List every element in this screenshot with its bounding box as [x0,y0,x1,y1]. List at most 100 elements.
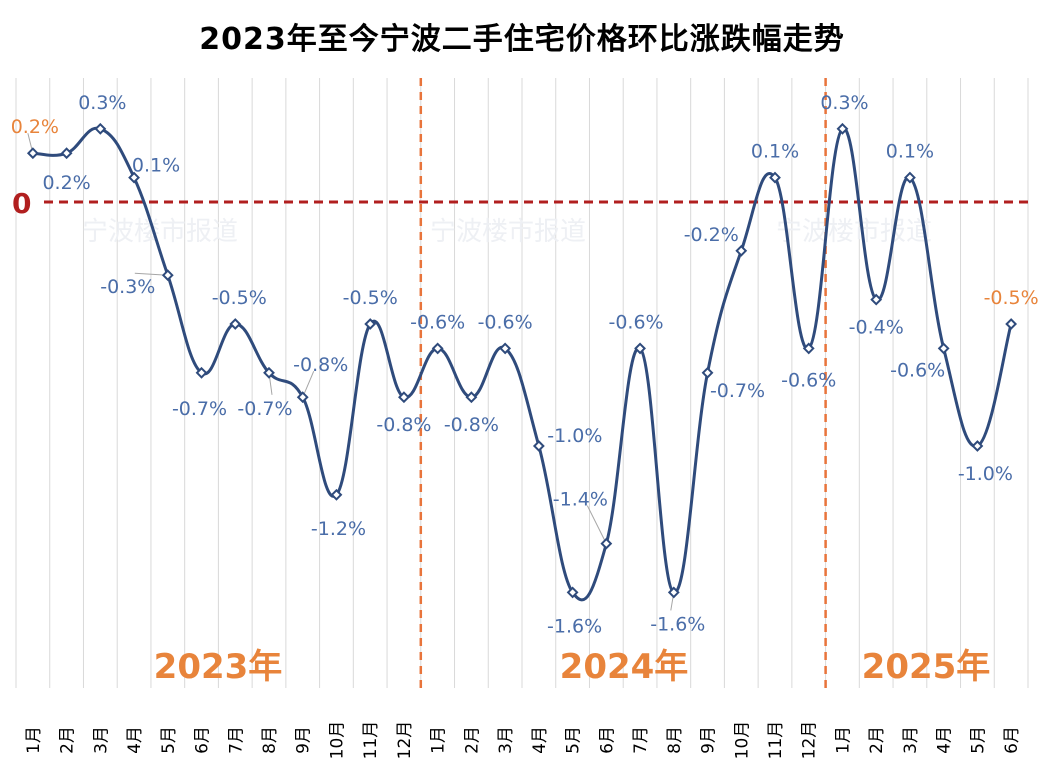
data-label: -0.7% [710,380,765,402]
data-label: -0.8% [293,354,348,376]
x-tick-label: 2月 [462,726,482,754]
year-label: 2025年 [862,647,991,687]
data-label: 0.1% [132,155,180,177]
watermark-text: 宁波楼市报道 [430,217,586,247]
x-tick-label: 11月 [766,721,786,760]
data-point [971,440,984,452]
x-tick-label: 5月 [564,726,584,754]
data-point [701,366,714,379]
data-label: -1.0% [547,425,602,447]
data-point [465,391,478,404]
x-tick-label: 9月 [294,726,314,754]
data-point [735,244,748,257]
data-point [600,537,613,550]
data-label: -1.2% [311,518,366,540]
data-labels: 0.2%0.2%0.3%0.1%-0.3%-0.7%-0.5%-0.7%-0.8… [11,92,1039,638]
data-point [769,171,781,184]
watermark-text: 宁波楼市报道 [776,217,932,247]
data-label: -1.6% [650,613,705,635]
year-separators [419,78,827,688]
x-tick-label: 5月 [159,726,179,754]
data-label: -0.6% [608,311,663,333]
x-tick-label: 4月 [125,726,145,754]
data-label: -0.7% [172,398,227,420]
data-point [667,586,680,599]
data-label: 0.2% [42,172,90,194]
data-point [499,342,512,355]
data-point [836,122,849,135]
data-label: 0.3% [78,92,126,114]
x-tick-label: 8月 [260,726,280,754]
x-tick-label: 7月 [631,726,651,754]
x-tick-label: 12月 [395,721,415,760]
data-points [26,122,1018,599]
data-point [26,147,39,160]
data-label: -0.8% [444,414,499,436]
x-tick-label: 6月 [193,726,213,754]
x-tick-label: 11月 [361,721,381,760]
x-tick-label: 1月 [429,726,449,754]
grid-lines [15,78,1029,688]
data-point [296,391,309,404]
x-tick-label: 6月 [1002,726,1022,754]
x-tick-label: 6月 [597,726,617,754]
data-label: -0.6% [410,311,465,333]
data-point [634,342,646,355]
watermark-text: 宁波楼市报道 [82,217,238,247]
data-label: -0.6% [890,359,945,381]
data-label: -1.4% [553,489,608,511]
data-point [532,440,545,452]
x-tick-label: 2月 [867,726,887,754]
data-label: -0.7% [237,398,292,420]
data-label: -0.3% [100,276,155,298]
data-point [195,366,208,379]
data-point [1005,318,1018,330]
data-point [398,391,410,404]
watermarks: 宁波楼市报道 宁波楼市报道 宁波楼市报道 [82,217,932,247]
data-label: -1.0% [958,463,1013,485]
data-label: -0.8% [376,414,431,436]
data-point [128,171,140,184]
data-point [263,366,275,379]
x-tick-label: 10月 [732,721,752,760]
data-label: 0.3% [820,92,868,114]
data-label: -0.2% [684,224,739,246]
x-tick-label: 8月 [665,726,685,754]
x-tick-label: 3月 [901,726,921,754]
x-tick-label: 3月 [91,726,111,754]
data-point [364,318,377,330]
data-label: 0.2% [11,116,59,138]
x-tick-label: 7月 [226,726,246,754]
data-point [60,147,73,160]
x-tick-label: 9月 [699,726,719,754]
zero-reference: 0 [12,187,1030,220]
label-leader [586,505,607,544]
data-label: -0.5% [343,287,398,309]
year-label: 2024年 [560,647,689,687]
data-point [904,171,916,184]
data-point [229,318,242,330]
year-label: 2023年 [154,647,283,687]
x-tick-label: 12月 [800,721,820,760]
data-point [566,586,579,599]
x-tick-label: 4月 [530,726,550,754]
data-label: -0.5% [984,287,1039,309]
x-tick-label: 1月 [24,726,44,754]
data-point [431,342,444,355]
x-tick-label: 1月 [833,726,853,754]
data-point [330,488,343,501]
data-point [802,342,815,355]
data-label: 0.1% [751,141,799,163]
data-point [161,269,174,282]
data-label: 0.1% [886,141,934,163]
x-tick-label: 4月 [935,726,955,754]
data-label: -0.6% [781,369,836,391]
data-label: -1.6% [547,615,602,637]
chart-title: 2023年至今宁波二手住宅价格环比涨跌幅走势 [199,22,845,57]
x-tick-label: 2月 [58,726,78,754]
x-tick-label: 10月 [327,721,347,760]
data-point [94,122,107,135]
data-label: -0.4% [849,317,904,339]
data-label: -0.5% [212,287,267,309]
